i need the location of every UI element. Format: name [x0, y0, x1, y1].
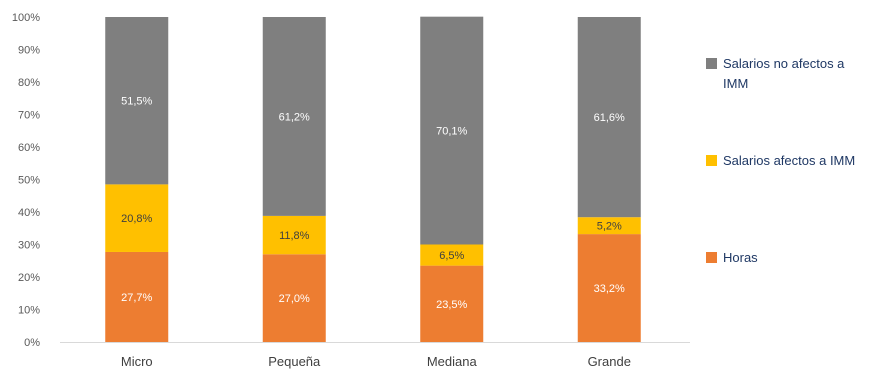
bar-segment — [105, 17, 169, 185]
data-label: 61,2% — [279, 111, 310, 123]
x-category-label: Grande — [588, 354, 631, 369]
legend-item-horas: Horas — [706, 248, 873, 268]
bar-segment — [105, 251, 169, 342]
legend-swatch-horas — [706, 252, 717, 263]
data-label: 27,0% — [279, 293, 310, 305]
bar-segment — [577, 217, 641, 235]
x-category-label: Micro — [121, 354, 153, 369]
y-tick-label: 80% — [18, 77, 40, 89]
data-label: 27,7% — [121, 292, 152, 304]
y-tick-label: 60% — [18, 142, 40, 154]
bars: 27,7% 20,8% 51,5% 27,0% 11,8% 61,2% 23,5% 6,5% 7… — [105, 16, 641, 342]
x-category-label: Pequeña — [268, 354, 321, 369]
data-label: 51,5% — [121, 96, 152, 108]
data-label: 33,2% — [594, 283, 625, 295]
data-label: 5,2% — [597, 221, 622, 233]
y-tick-label: 0% — [24, 337, 40, 349]
bar-segment — [420, 244, 484, 266]
y-tick-label: 50% — [18, 175, 40, 187]
legend-label-horas: Horas — [723, 250, 758, 265]
y-tick-label: 100% — [12, 12, 40, 24]
y-tick-label: 30% — [18, 240, 40, 252]
data-label: 20,8% — [121, 213, 152, 225]
y-tick-label: 40% — [18, 207, 40, 219]
legend-swatch-salarios-no-afectos — [706, 58, 717, 69]
y-tick-label: 70% — [18, 110, 40, 122]
x-axis: Micro Pequeña Mediana Grande — [60, 342, 690, 369]
legend-swatch-salarios-afectos — [706, 155, 717, 166]
data-label: 11,8% — [279, 230, 310, 242]
bar-segment — [262, 215, 326, 255]
data-label: 23,5% — [436, 299, 467, 311]
data-label: 70,1% — [436, 126, 467, 138]
y-axis: 0% 10% 20% 30% 40% 50% 60% 70% 80% 90% 100% — [12, 12, 40, 349]
bar-segment — [262, 17, 326, 216]
bar-segment — [577, 17, 641, 218]
legend-item-salarios-no-afectos: Salarios no afectos a IMM — [706, 54, 873, 94]
bar-segment — [577, 234, 641, 342]
legend-item-salarios-afectos: Salarios afectos a IMM — [706, 151, 873, 171]
bar-segment — [262, 254, 326, 342]
x-category-label: Mediana — [427, 354, 478, 369]
y-tick-label: 10% — [18, 305, 40, 317]
data-label: 6,5% — [439, 250, 464, 262]
legend-label-salarios-no-afectos: Salarios no afectos a IMM — [723, 56, 845, 91]
y-tick-label: 90% — [18, 45, 40, 57]
bar-segment — [420, 265, 484, 342]
legend-label-salarios-afectos: Salarios afectos a IMM — [723, 153, 856, 168]
data-label: 61,6% — [594, 112, 625, 124]
bar-segment — [105, 184, 169, 252]
y-tick-label: 20% — [18, 272, 40, 284]
bar-segment — [420, 16, 484, 245]
